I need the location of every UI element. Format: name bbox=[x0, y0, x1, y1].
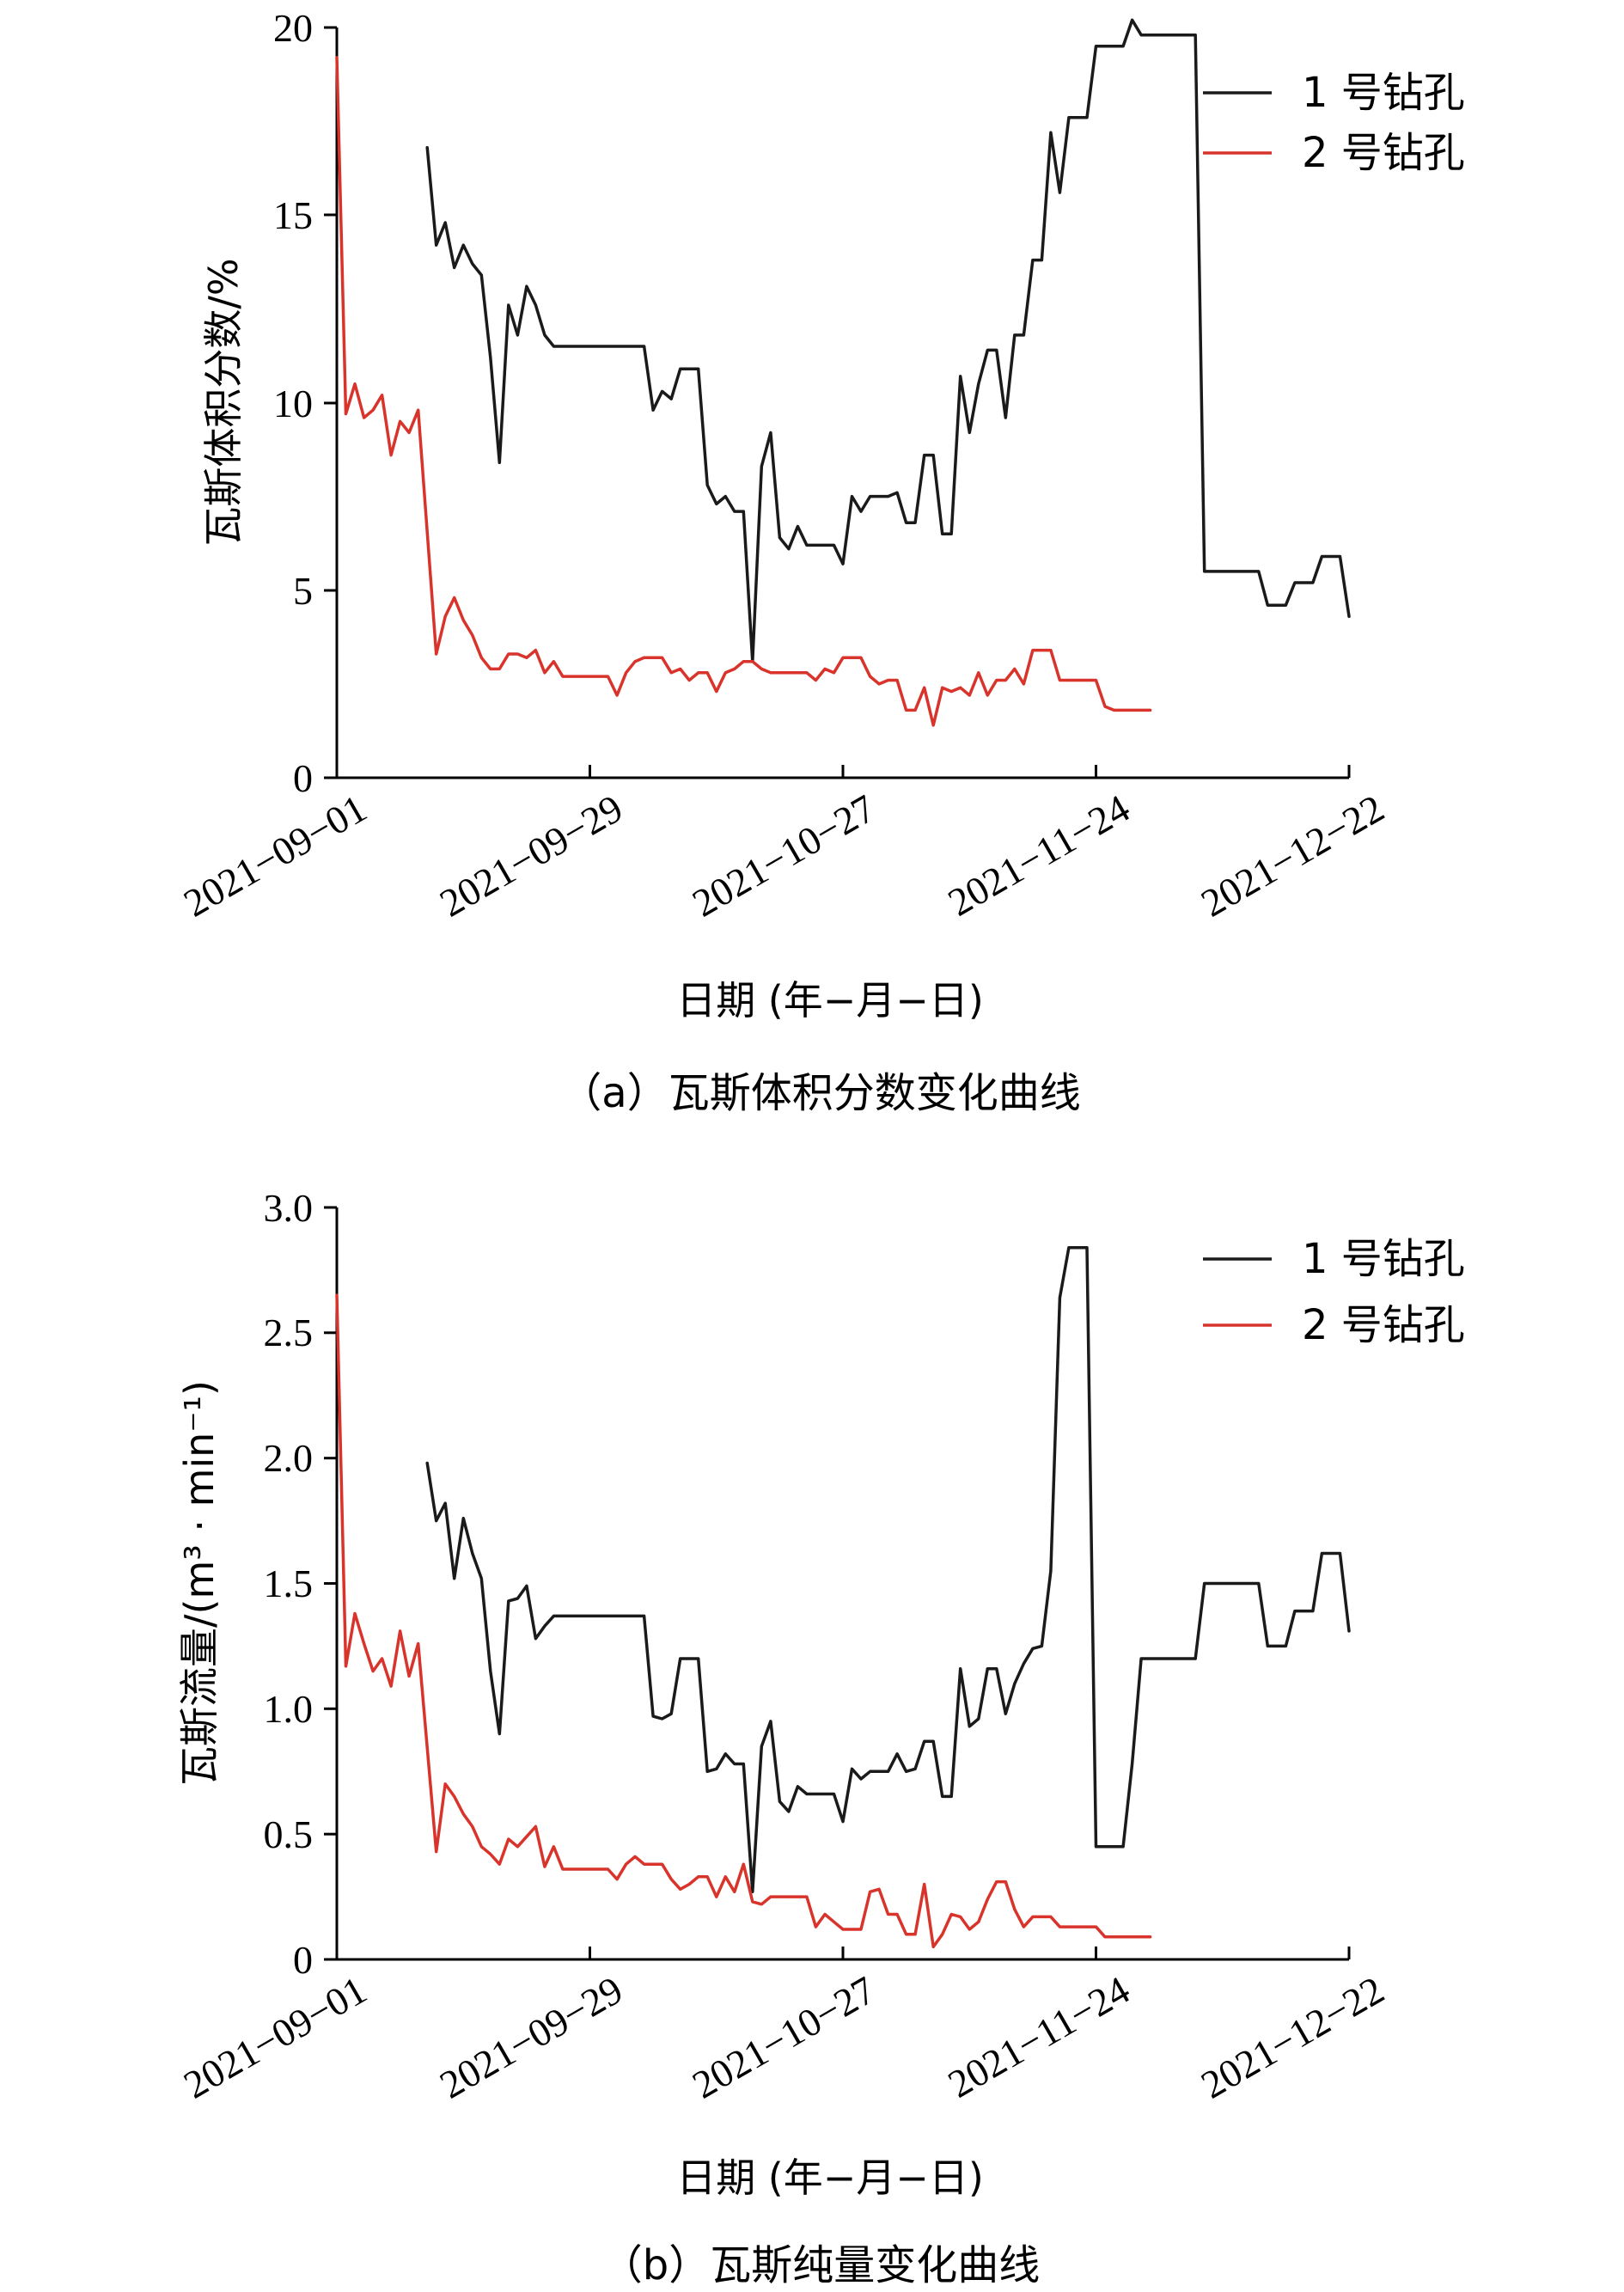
panel-b-y-tick-label: 1.0 bbox=[264, 1687, 314, 1731]
panel-b-x-ticks: 2021−09−01 2021−09−29 2021−10−27 2021−11… bbox=[176, 1947, 1391, 2107]
panel-a-y-tick-label: 0 bbox=[293, 756, 313, 800]
panel-a-series-2-line bbox=[335, 56, 1152, 727]
panel-b-series-1-line bbox=[425, 1245, 1351, 1894]
panel-b-caption: （b）瓦斯纯量变化曲线 bbox=[601, 2241, 1040, 2289]
panel-a-y-tick-label: 5 bbox=[293, 569, 313, 613]
panel-b: 0 0.5 1.0 1.5 2.0 2.5 3.0 2021−09−01 202… bbox=[176, 1186, 1465, 2289]
panel-b-y-tick-label: 0.5 bbox=[264, 1812, 314, 1856]
panel-b-x-axis-title: 日期 (年−月−日) bbox=[676, 2154, 984, 2201]
panel-a-x-axis-title: 日期 (年−月−日) bbox=[676, 977, 984, 1024]
panel-a-y-tick-label: 10 bbox=[273, 382, 313, 425]
panel-a-legend-label: 1 号钻孔 bbox=[1302, 69, 1465, 117]
panel-b-legend: 1 号钻孔 2 号钻孔 bbox=[1203, 1235, 1465, 1349]
panel-b-legend-label: 1 号钻孔 bbox=[1302, 1235, 1465, 1283]
panel-a-series-1-line bbox=[425, 18, 1351, 663]
panel-b-legend-label: 2 号钻孔 bbox=[1302, 1301, 1465, 1349]
panel-a-x-tick-label: 2021−11−24 bbox=[941, 785, 1137, 924]
panel-a-x-tick-label: 2021−09−29 bbox=[432, 785, 630, 925]
panel-a-y-tick-label: 15 bbox=[273, 193, 313, 237]
panel-b-series-2-line bbox=[335, 1293, 1152, 1949]
panel-a-plot bbox=[335, 18, 1351, 727]
panel-b-y-tick-label: 3.0 bbox=[264, 1186, 314, 1230]
panel-a-x-ticks: 2021−09−01 2021−09−29 2021−10−27 2021−11… bbox=[176, 765, 1391, 926]
panel-b-y-tick-label: 2.0 bbox=[264, 1436, 314, 1480]
panel-b-x-tick-label: 2021−09−01 bbox=[176, 1967, 374, 2106]
panel-a-x-tick-label: 2021−10−27 bbox=[685, 785, 882, 925]
panel-b-y-tick-label: 2.5 bbox=[264, 1311, 314, 1354]
panel-b-axes bbox=[335, 1207, 1349, 1961]
panel-b-x-tick-label: 2021−09−29 bbox=[432, 1967, 630, 2106]
panel-b-x-tick-label: 2021−11−24 bbox=[941, 1967, 1137, 2106]
panel-a-legend: 1 号钻孔 2 号钻孔 bbox=[1203, 69, 1465, 177]
panel-b-y-axis-title: 瓦斯流量/(m³ · min⁻¹) bbox=[176, 1380, 223, 1786]
panel-b-y-tick-label: 0 bbox=[293, 1938, 313, 1982]
panel-a-legend-label: 2 号钻孔 bbox=[1302, 129, 1465, 177]
panel-b-x-tick-label: 2021−10−27 bbox=[685, 1967, 882, 2106]
panel-a-y-ticks: 0 5 10 15 20 bbox=[273, 6, 337, 800]
panel-a: 0 5 10 15 20 2021−09−01 2021−09−29 2021−… bbox=[176, 6, 1465, 1117]
panel-a-x-tick-label: 2021−12−22 bbox=[1194, 785, 1391, 925]
panel-a-x-tick-label: 2021−09−01 bbox=[176, 785, 374, 925]
panel-a-caption: （a）瓦斯体积分数变化曲线 bbox=[560, 1069, 1080, 1117]
panel-b-x-tick-label: 2021−12−22 bbox=[1194, 1967, 1391, 2106]
panel-a-y-axis-title: 瓦斯体积分数/% bbox=[200, 258, 247, 546]
panel-b-y-tick-label: 1.5 bbox=[264, 1562, 314, 1605]
panel-b-plot bbox=[335, 1245, 1351, 1949]
panel-a-y-tick-label: 20 bbox=[273, 6, 313, 50]
panel-b-y-ticks: 0 0.5 1.0 1.5 2.0 2.5 3.0 bbox=[264, 1186, 337, 1982]
